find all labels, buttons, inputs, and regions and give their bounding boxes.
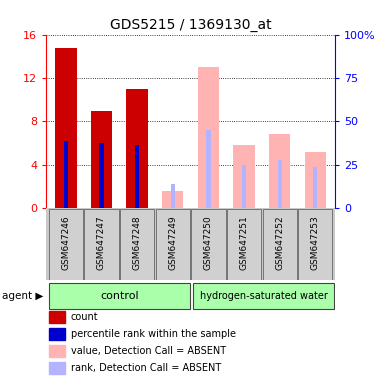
Bar — [49, 311, 65, 323]
FancyBboxPatch shape — [298, 209, 333, 280]
Text: rank, Detection Call = ABSENT: rank, Detection Call = ABSENT — [71, 363, 221, 373]
Bar — [269, 134, 290, 208]
FancyBboxPatch shape — [191, 209, 226, 280]
Text: GSM647251: GSM647251 — [239, 215, 249, 270]
Text: GSM647250: GSM647250 — [204, 215, 213, 270]
Text: GSM647249: GSM647249 — [168, 215, 177, 270]
Bar — [233, 145, 255, 208]
FancyBboxPatch shape — [84, 209, 119, 280]
Text: GSM647246: GSM647246 — [61, 215, 70, 270]
Bar — [49, 328, 65, 340]
FancyBboxPatch shape — [49, 209, 83, 280]
Text: count: count — [71, 312, 99, 322]
Text: percentile rank within the sample: percentile rank within the sample — [71, 329, 236, 339]
Bar — [55, 48, 77, 208]
Bar — [206, 130, 211, 208]
Text: GSM647248: GSM647248 — [132, 215, 142, 270]
Text: value, Detection Call = ABSENT: value, Detection Call = ABSENT — [71, 346, 226, 356]
FancyBboxPatch shape — [156, 209, 190, 280]
Text: GSM647252: GSM647252 — [275, 215, 284, 270]
Bar — [242, 165, 246, 208]
Bar — [49, 362, 65, 374]
Bar — [99, 143, 104, 208]
Bar — [49, 345, 65, 357]
Bar — [135, 145, 139, 208]
FancyBboxPatch shape — [227, 209, 261, 280]
Bar — [91, 111, 112, 208]
Bar — [198, 67, 219, 208]
Bar — [305, 152, 326, 208]
Bar — [64, 141, 68, 208]
Title: GDS5215 / 1369130_at: GDS5215 / 1369130_at — [110, 18, 271, 32]
FancyBboxPatch shape — [263, 209, 297, 280]
Bar — [171, 184, 175, 208]
Text: control: control — [100, 291, 139, 301]
Text: agent ▶: agent ▶ — [2, 291, 43, 301]
Bar — [162, 191, 183, 208]
FancyBboxPatch shape — [120, 209, 154, 280]
Bar — [313, 167, 318, 208]
Text: hydrogen-saturated water: hydrogen-saturated water — [200, 291, 328, 301]
FancyBboxPatch shape — [193, 283, 334, 309]
Bar — [126, 89, 148, 208]
Bar — [278, 161, 282, 208]
Text: GSM647247: GSM647247 — [97, 215, 106, 270]
Text: GSM647253: GSM647253 — [311, 215, 320, 270]
FancyBboxPatch shape — [49, 283, 190, 309]
